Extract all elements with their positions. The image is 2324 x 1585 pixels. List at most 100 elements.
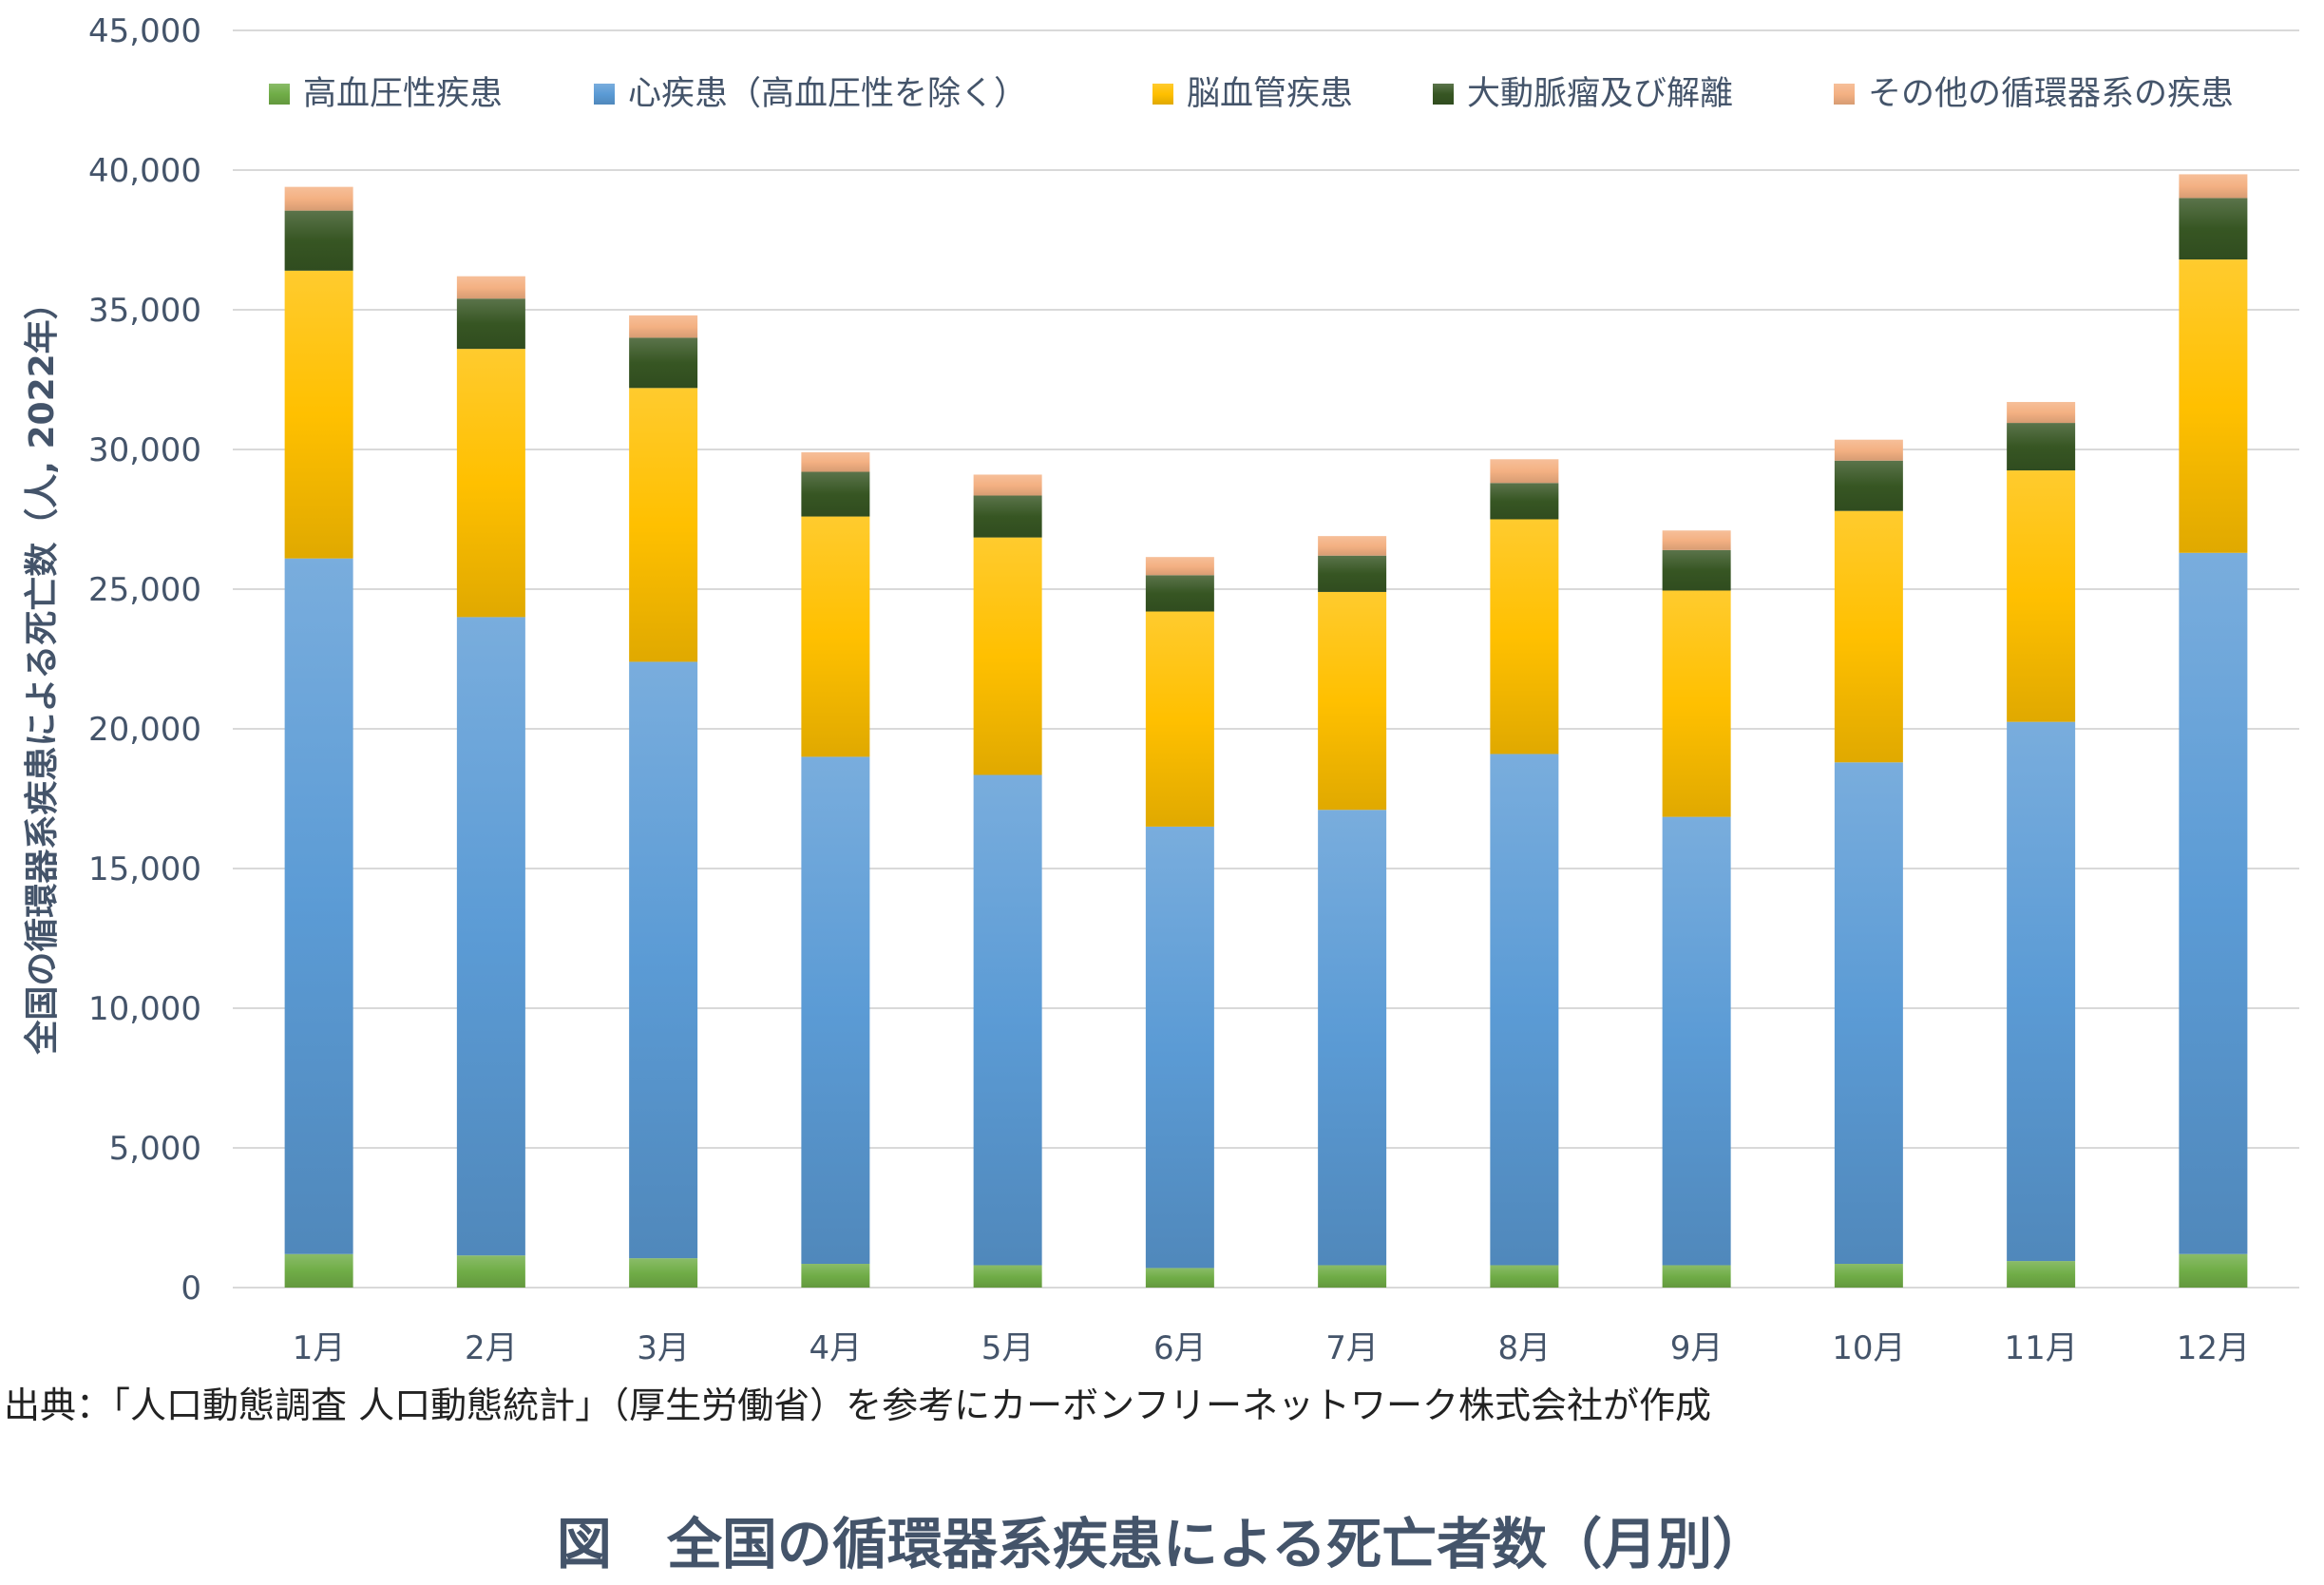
y-tick-label: 5,000 [109, 1130, 201, 1168]
bar-stack [284, 186, 353, 1288]
y-tick-label: 45,000 [88, 12, 201, 50]
y-tick-label: 25,000 [88, 571, 201, 609]
bar-segment [2179, 259, 2248, 553]
bar-segment [284, 186, 353, 211]
legend-swatch [1152, 84, 1173, 105]
x-tick-label: 9月 [1670, 1329, 1724, 1367]
y-axis-label: 全国の循環器系疾患による死亡数（人, 2022年） [22, 285, 62, 1055]
figure-title: 図 全国の循環器系疾患による死亡者数（月別） [556, 1512, 1768, 1576]
bar-segment [456, 349, 525, 618]
x-tick-label: 5月 [981, 1329, 1035, 1367]
bar-segment [973, 1265, 1042, 1288]
bar-stack [2007, 402, 2076, 1288]
bar-stack [456, 276, 525, 1288]
bar-segment [1662, 590, 1731, 817]
bar-segment [629, 315, 698, 338]
bar-segment [2179, 552, 2248, 1254]
x-tick-label: 10月 [1832, 1329, 1905, 1367]
legend-swatch [269, 84, 290, 105]
legend: 高血圧性疾患 心疾患（高血圧性を除く） 脳血管疾患 大動脈瘤及び解離 その他の循環器系の… [269, 75, 2234, 113]
y-tick-label: 20,000 [88, 711, 201, 749]
bar-segment [1145, 557, 1214, 576]
bar-segment [1145, 826, 1214, 1269]
bar-segment [456, 276, 525, 299]
bar-segment [1490, 754, 1559, 1266]
bar-segment [973, 774, 1042, 1266]
x-tick-label: 3月 [637, 1329, 690, 1367]
bar-stack [1318, 536, 1387, 1288]
bar-segment [801, 451, 870, 472]
bar-segment [2007, 423, 2076, 471]
bar-segment [629, 337, 698, 389]
x-tick-label: 12月 [2177, 1329, 2250, 1367]
legend-label: 心疾患（高血圧性を除く） [628, 75, 1027, 113]
y-tick-label: 10,000 [88, 990, 201, 1028]
bar-segment [1145, 575, 1214, 612]
gridlines [233, 29, 2299, 1289]
bar-segment [1318, 536, 1387, 556]
x-axis-ticks: 1月 2月 3月 4月 5月 6月 7月 8月 9月 10月 11月 12月 [293, 1329, 2250, 1367]
legend-swatch [594, 84, 615, 105]
bar-segment [456, 617, 525, 1256]
x-tick-label: 2月 [465, 1329, 518, 1367]
bar-stack [1834, 439, 1903, 1288]
bar-stack [1662, 530, 1731, 1288]
bar-segment [801, 516, 870, 757]
x-tick-label: 8月 [1498, 1329, 1552, 1367]
bar-segment [1490, 483, 1559, 520]
bar-segment [1834, 1264, 1903, 1288]
legend-label: その他の循環器系の疾患 [1868, 75, 2234, 113]
bar-segment [1834, 460, 1903, 511]
bar-segment [801, 1264, 870, 1288]
x-tick-label: 11月 [2004, 1329, 2077, 1367]
bar-segment [1834, 439, 1903, 461]
bar-segment [2007, 402, 2076, 424]
y-tick-label: 40,000 [88, 152, 201, 190]
y-tick-label: 35,000 [88, 292, 201, 330]
y-tick-label: 0 [181, 1270, 201, 1308]
bar-segment [1318, 591, 1387, 811]
bar-segment [1490, 519, 1559, 754]
bar-segment [456, 298, 525, 350]
bar-segment [1145, 1268, 1214, 1288]
bar-segment [2179, 174, 2248, 199]
stacked-bar-chart: 0 5,000 10,000 15,000 20,000 25,000 30,000 35,0… [22, 12, 2299, 1367]
bar-segment [284, 270, 353, 559]
bar-segment [2179, 198, 2248, 260]
x-tick-label: 1月 [293, 1329, 346, 1367]
x-tick-label: 6月 [1153, 1329, 1207, 1367]
legend-label: 大動脈瘤及び解離 [1467, 75, 1733, 113]
legend-swatch [1433, 84, 1454, 105]
bar-stack [801, 451, 870, 1288]
bars [284, 174, 2248, 1288]
legend-label: 脳血管疾患 [1187, 75, 1353, 113]
bar-stack [2179, 174, 2248, 1288]
bar-segment [1662, 816, 1731, 1266]
y-tick-label: 15,000 [88, 850, 201, 888]
bar-segment [284, 558, 353, 1254]
bar-segment [1490, 459, 1559, 484]
x-tick-label: 7月 [1325, 1329, 1379, 1367]
bar-segment [456, 1255, 525, 1288]
bar-segment [2007, 721, 2076, 1262]
bar-segment [1490, 1265, 1559, 1288]
bar-segment [1662, 530, 1731, 550]
bar-segment [2007, 1261, 2076, 1288]
bar-segment [2007, 470, 2076, 722]
bar-segment [973, 495, 1042, 538]
source-note: 出典：「人口動態調査 人口動態統計」（厚生労働省）を参考にカーボンフリーネットワ… [4, 1384, 1711, 1426]
legend-label: 高血圧性疾患 [303, 75, 503, 113]
bar-segment [1834, 510, 1903, 763]
bar-stack [629, 315, 698, 1288]
y-axis-ticks: 0 5,000 10,000 15,000 20,000 25,000 30,000 35,0… [88, 12, 201, 1308]
bar-segment [1318, 1265, 1387, 1288]
bar-segment [973, 474, 1042, 496]
bar-segment [629, 1258, 698, 1288]
bar-segment [1662, 1265, 1731, 1288]
bar-stack [973, 474, 1042, 1288]
bar-segment [1318, 810, 1387, 1266]
bar-segment [629, 661, 698, 1259]
bar-segment [1662, 549, 1731, 591]
bar-stack [1145, 557, 1214, 1288]
bar-segment [1145, 611, 1214, 827]
